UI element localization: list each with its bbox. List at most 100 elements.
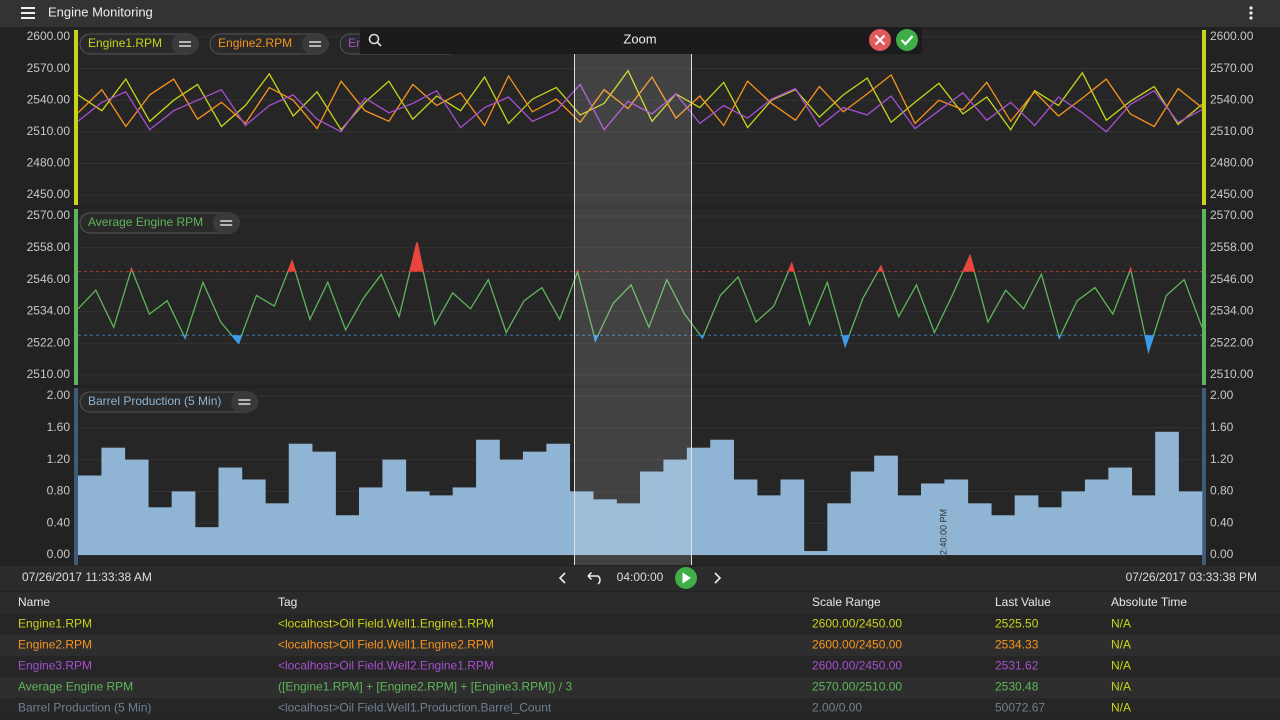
play-button[interactable] — [675, 567, 697, 589]
left-axis-bar — [74, 30, 78, 205]
series-line — [77, 83, 1203, 133]
legend-label: Engine1.RPM — [88, 36, 162, 50]
bar — [335, 515, 360, 555]
bar — [897, 495, 922, 555]
chip-menu[interactable] — [302, 34, 329, 54]
legend-chip[interactable]: Engine2.RPM — [209, 33, 329, 55]
table-cell: <localhost>Oil Field.Well1.Engine1.RPM — [278, 617, 494, 631]
bar — [944, 479, 969, 555]
table-cell: N/A — [1111, 638, 1131, 652]
series-line — [77, 242, 1203, 354]
table-row[interactable] — [0, 656, 1280, 677]
chip-menu-icon — [220, 220, 233, 226]
y-tick-label: 2570.00 — [27, 61, 71, 75]
zoom-icon — [368, 33, 382, 47]
y2-tick-label: 1.20 — [1210, 452, 1234, 466]
table-row[interactable] — [0, 635, 1280, 656]
column-header[interactable]: Tag — [278, 595, 297, 609]
apply-zoom-button[interactable] — [896, 29, 918, 51]
table-row[interactable] — [0, 614, 1280, 635]
y2-tick-label: 2480.00 — [1210, 156, 1254, 170]
y2-tick-label: 2600.00 — [1210, 29, 1254, 43]
column-header[interactable]: Name — [18, 595, 50, 609]
end-time: 07/26/2017 03:33:38 PM — [1126, 570, 1257, 584]
y2-tick-label: 2570.00 — [1210, 208, 1254, 222]
chip-menu[interactable] — [172, 34, 199, 54]
left-axis-bar — [74, 388, 78, 565]
data-table: Name Tag Scale Range Last Value Absolute Tim… — [0, 592, 1280, 719]
menu-button[interactable] — [21, 7, 35, 19]
bar — [967, 503, 992, 555]
table-header — [0, 592, 1280, 614]
chip-menu[interactable] — [213, 213, 240, 233]
bar — [522, 451, 547, 555]
table-cell: 2.00/0.00 — [812, 701, 862, 715]
bar — [1131, 495, 1156, 555]
table-row[interactable] — [0, 698, 1280, 719]
legend-chip[interactable]: Engine1.RPM — [79, 33, 199, 55]
left-axis-bar — [74, 209, 78, 385]
y-tick-label: 2510.00 — [27, 367, 71, 381]
more-button[interactable] — [1249, 6, 1253, 20]
chip-menu[interactable] — [231, 392, 258, 412]
bar — [241, 479, 266, 555]
table-cell: <localhost>Oil Field.Well2.Engine1.RPM — [278, 659, 494, 673]
bar — [288, 443, 313, 555]
bar — [1014, 495, 1039, 555]
bar — [1061, 491, 1086, 555]
y-tick-label: 1.20 — [47, 452, 71, 466]
table-cell: Engine3.RPM — [18, 659, 92, 673]
bar — [921, 483, 945, 555]
bar — [312, 451, 336, 555]
table-row[interactable] — [0, 677, 1280, 698]
y2-tick-label: 2558.00 — [1210, 240, 1254, 254]
y2-tick-label: 2534.00 — [1210, 304, 1254, 318]
cancel-zoom-button[interactable] — [869, 29, 891, 51]
bar — [663, 459, 688, 555]
table-cell: N/A — [1111, 659, 1131, 673]
table-cell: 2600.00/2450.00 — [812, 659, 902, 673]
bar — [757, 495, 781, 555]
bar — [171, 491, 196, 555]
right-axis-bar — [1202, 209, 1206, 385]
legend-chip[interactable]: Barrel Production (5 Min) — [79, 391, 258, 413]
y-tick-label: 0.00 — [47, 547, 71, 561]
table-cell: 2570.00/2510.00 — [812, 680, 902, 694]
bar — [452, 487, 477, 555]
column-header[interactable]: Last Value — [995, 595, 1051, 609]
next-button[interactable] — [714, 572, 722, 584]
zoom-bar — [360, 27, 922, 54]
y-tick-label: 2510.00 — [27, 124, 71, 138]
y-tick-label: 2540.00 — [27, 92, 71, 106]
table-cell: 2534.33 — [995, 638, 1039, 652]
charts: 2600.00 2600.00 2570.00 2570.00 2540.00 2540.… — [27, 29, 1254, 565]
plot-area — [78, 30, 1202, 205]
bar — [686, 447, 711, 555]
bar — [827, 503, 852, 555]
column-header[interactable]: Scale Range — [812, 595, 881, 609]
previous-button[interactable] — [558, 572, 566, 584]
y-tick-label: 2558.00 — [27, 240, 71, 254]
table-cell: Engine1.RPM — [18, 617, 92, 631]
y-tick-label: 2570.00 — [27, 208, 71, 222]
bar — [1084, 479, 1109, 555]
chip-menu-icon — [238, 399, 251, 405]
undo-button[interactable] — [587, 571, 601, 585]
column-header[interactable]: Absolute Time — [1111, 595, 1187, 609]
y2-tick-label: 0.80 — [1210, 484, 1234, 498]
y-tick-label: 2522.00 — [27, 335, 71, 349]
bar — [382, 459, 407, 555]
bar — [1108, 467, 1133, 555]
y-tick-label: 1.60 — [47, 420, 71, 434]
bar — [359, 487, 383, 555]
legend-chip[interactable]: Average Engine RPM — [79, 212, 240, 234]
zoom-selection[interactable] — [574, 54, 692, 565]
series-line — [77, 69, 1203, 131]
y-tick-label: 2534.00 — [27, 304, 71, 318]
bar — [429, 495, 453, 555]
bar — [476, 439, 500, 555]
bar — [616, 503, 641, 555]
plot-area — [78, 209, 1202, 385]
